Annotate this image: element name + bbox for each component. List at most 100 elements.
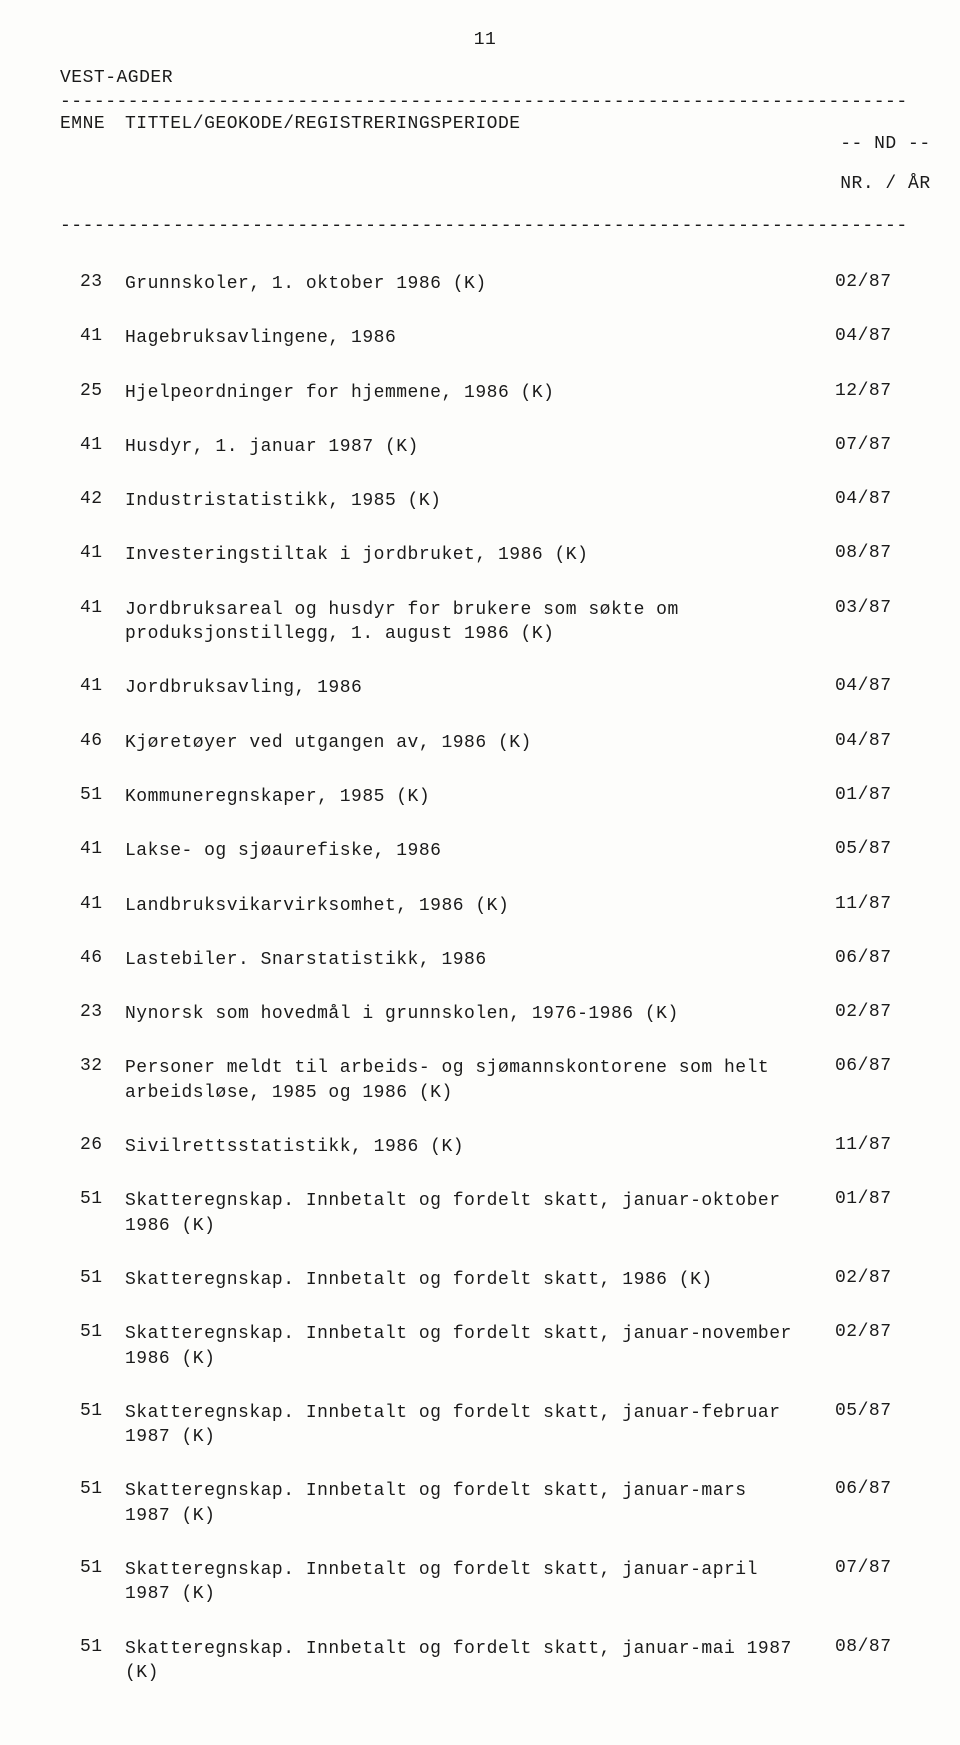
table-row: 41Jordbruksareal og husdyr for brukere s… (60, 598, 910, 647)
table-row: 23Grunnskoler, 1. oktober 1986 (K)02/87 (60, 272, 910, 296)
table-row: 41Lakse- og sjøaurefiske, 198605/87 (60, 839, 910, 863)
column-header-nd: -- ND -- NR. / ÅR (795, 114, 910, 214)
entry-nd: 06/87 (815, 1479, 910, 1499)
entry-emne: 41 (60, 839, 125, 859)
entry-nd: 01/87 (815, 785, 910, 805)
entry-title: Skatteregnskap. Innbetalt og fordelt ska… (125, 1401, 815, 1450)
region-header: VEST-AGDER (60, 68, 910, 88)
entry-title: Skatteregnskap. Innbetalt og fordelt ska… (125, 1189, 815, 1238)
entry-nd: 07/87 (815, 435, 910, 455)
table-row: 25Hjelpeordninger for hjemmene, 1986 (K)… (60, 381, 910, 405)
nd-line2: NR. / ÅR (840, 174, 930, 194)
entry-emne: 41 (60, 543, 125, 563)
entry-emne: 46 (60, 948, 125, 968)
table-row: 41Jordbruksavling, 198604/87 (60, 676, 910, 700)
entry-title: Personer meldt til arbeids- og sjømannsk… (125, 1056, 815, 1105)
entry-emne: 51 (60, 1479, 125, 1499)
entry-nd: 07/87 (815, 1558, 910, 1578)
entry-emne: 25 (60, 381, 125, 401)
entry-title: Skatteregnskap. Innbetalt og fordelt ska… (125, 1637, 815, 1686)
entry-emne: 42 (60, 489, 125, 509)
table-row: 51Skatteregnskap. Innbetalt og fordelt s… (60, 1268, 910, 1292)
entry-title: Skatteregnskap. Innbetalt og fordelt ska… (125, 1479, 815, 1528)
entry-emne: 51 (60, 1268, 125, 1288)
column-headers: EMNE TITTEL/GEOKODE/REGISTRERINGSPERIODE… (60, 114, 910, 214)
entry-nd: 04/87 (815, 326, 910, 346)
entry-nd: 08/87 (815, 543, 910, 563)
entry-emne: 51 (60, 1558, 125, 1578)
entry-emne: 51 (60, 1322, 125, 1342)
entry-emne: 32 (60, 1056, 125, 1076)
entry-title: Grunnskoler, 1. oktober 1986 (K) (125, 272, 815, 296)
entry-title: Jordbruksareal og husdyr for brukere som… (125, 598, 815, 647)
entry-title: Skatteregnskap. Innbetalt og fordelt ska… (125, 1268, 815, 1292)
entry-nd: 08/87 (815, 1637, 910, 1657)
entry-nd: 04/87 (815, 676, 910, 696)
dashed-line-top: ----------------------------------------… (60, 92, 910, 112)
entry-nd: 06/87 (815, 1056, 910, 1076)
entry-nd: 06/87 (815, 948, 910, 968)
nd-line1: -- ND -- (840, 134, 930, 154)
entry-title: Lastebiler. Snarstatistikk, 1986 (125, 948, 815, 972)
entry-nd: 11/87 (815, 894, 910, 914)
entries-list: 23Grunnskoler, 1. oktober 1986 (K)02/874… (60, 272, 910, 1685)
table-row: 32Personer meldt til arbeids- og sjømann… (60, 1056, 910, 1105)
table-row: 51Skatteregnskap. Innbetalt og fordelt s… (60, 1189, 910, 1238)
table-row: 41Investeringstiltak i jordbruket, 1986 … (60, 543, 910, 567)
entry-title: Investeringstiltak i jordbruket, 1986 (K… (125, 543, 815, 567)
entry-emne: 46 (60, 731, 125, 751)
table-row: 23Nynorsk som hovedmål i grunnskolen, 19… (60, 1002, 910, 1026)
entry-emne: 51 (60, 1637, 125, 1657)
entry-emne: 41 (60, 598, 125, 618)
table-row: 51Kommuneregnskaper, 1985 (K)01/87 (60, 785, 910, 809)
entry-title: Hjelpeordninger for hjemmene, 1986 (K) (125, 381, 815, 405)
table-row: 51Skatteregnskap. Innbetalt og fordelt s… (60, 1401, 910, 1450)
table-row: 42Industristatistikk, 1985 (K)04/87 (60, 489, 910, 513)
entry-title: Kommuneregnskaper, 1985 (K) (125, 785, 815, 809)
entry-nd: 02/87 (815, 1002, 910, 1022)
entry-emne: 41 (60, 894, 125, 914)
table-row: 41Hagebruksavlingene, 198604/87 (60, 326, 910, 350)
table-row: 41Husdyr, 1. januar 1987 (K)07/87 (60, 435, 910, 459)
entry-nd: 01/87 (815, 1189, 910, 1209)
entry-nd: 04/87 (815, 731, 910, 751)
entry-emne: 51 (60, 1401, 125, 1421)
table-row: 51Skatteregnskap. Innbetalt og fordelt s… (60, 1637, 910, 1686)
entry-nd: 03/87 (815, 598, 910, 618)
entry-emne: 41 (60, 435, 125, 455)
table-row: 51Skatteregnskap. Innbetalt og fordelt s… (60, 1558, 910, 1607)
entry-nd: 05/87 (815, 1401, 910, 1421)
table-row: 26Sivilrettsstatistikk, 1986 (K)11/87 (60, 1135, 910, 1159)
column-header-title: TITTEL/GEOKODE/REGISTRERINGSPERIODE (125, 114, 795, 214)
entry-nd: 02/87 (815, 272, 910, 292)
table-row: 41Landbruksvikarvirksomhet, 1986 (K)11/8… (60, 894, 910, 918)
entry-emne: 51 (60, 1189, 125, 1209)
entry-title: Sivilrettsstatistikk, 1986 (K) (125, 1135, 815, 1159)
entry-title: Husdyr, 1. januar 1987 (K) (125, 435, 815, 459)
table-row: 51Skatteregnskap. Innbetalt og fordelt s… (60, 1479, 910, 1528)
entry-nd: 05/87 (815, 839, 910, 859)
entry-emne: 41 (60, 326, 125, 346)
table-row: 46Lastebiler. Snarstatistikk, 198606/87 (60, 948, 910, 972)
entry-emne: 41 (60, 676, 125, 696)
table-row: 46Kjøretøyer ved utgangen av, 1986 (K)04… (60, 731, 910, 755)
entry-nd: 02/87 (815, 1322, 910, 1342)
entry-nd: 12/87 (815, 381, 910, 401)
entry-title: Nynorsk som hovedmål i grunnskolen, 1976… (125, 1002, 815, 1026)
column-header-emne: EMNE (60, 114, 125, 214)
entry-title: Jordbruksavling, 1986 (125, 676, 815, 700)
entry-nd: 04/87 (815, 489, 910, 509)
entry-emne: 51 (60, 785, 125, 805)
page-number: 11 (60, 30, 910, 50)
entry-emne: 23 (60, 1002, 125, 1022)
entry-title: Industristatistikk, 1985 (K) (125, 489, 815, 513)
entry-title: Skatteregnskap. Innbetalt og fordelt ska… (125, 1558, 815, 1607)
entry-emne: 26 (60, 1135, 125, 1155)
entry-nd: 02/87 (815, 1268, 910, 1288)
entry-title: Kjøretøyer ved utgangen av, 1986 (K) (125, 731, 815, 755)
entry-title: Hagebruksavlingene, 1986 (125, 326, 815, 350)
dashed-line-bottom: ----------------------------------------… (60, 216, 910, 236)
entry-nd: 11/87 (815, 1135, 910, 1155)
entry-title: Skatteregnskap. Innbetalt og fordelt ska… (125, 1322, 815, 1371)
entry-emne: 23 (60, 272, 125, 292)
